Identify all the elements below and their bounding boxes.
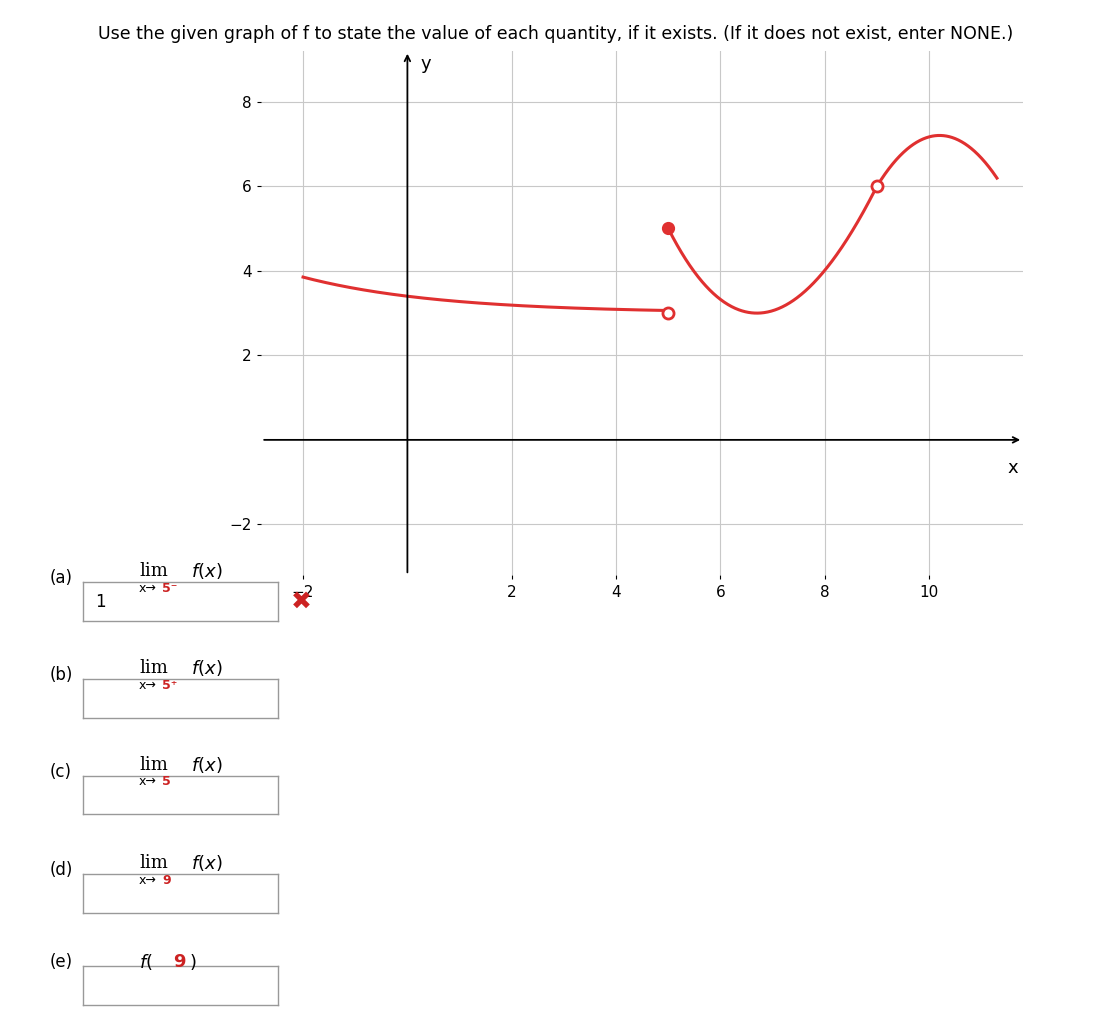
Text: $f(x)$: $f(x)$ — [191, 754, 222, 775]
Text: 5⁺: 5⁺ — [162, 679, 178, 691]
Text: y: y — [420, 55, 431, 73]
Text: lim: lim — [139, 854, 168, 872]
Text: x→: x→ — [139, 582, 157, 595]
Text: x: x — [1007, 459, 1017, 476]
Text: 5: 5 — [162, 776, 171, 788]
Text: $)$: $)$ — [189, 952, 197, 972]
Text: (d): (d) — [50, 861, 73, 880]
Text: 9: 9 — [162, 874, 171, 887]
Text: $f(x)$: $f(x)$ — [191, 561, 222, 581]
Text: 9: 9 — [173, 953, 186, 971]
Text: 1: 1 — [95, 592, 106, 611]
Text: x→: x→ — [139, 679, 157, 691]
Text: ✖: ✖ — [291, 589, 312, 614]
Text: (b): (b) — [50, 666, 73, 684]
Text: x→: x→ — [139, 874, 157, 887]
Text: $f(x)$: $f(x)$ — [191, 853, 222, 873]
Text: (c): (c) — [50, 762, 72, 781]
Text: lim: lim — [139, 755, 168, 774]
Text: lim: lim — [139, 659, 168, 677]
Text: Use the given graph of f to state the value of each quantity, if it exists. (If : Use the given graph of f to state the va… — [98, 25, 1014, 44]
Text: 5⁻: 5⁻ — [162, 582, 178, 595]
Text: x→: x→ — [139, 776, 157, 788]
Text: lim: lim — [139, 562, 168, 580]
Text: $f($: $f($ — [139, 952, 152, 972]
Text: $f(x)$: $f(x)$ — [191, 658, 222, 678]
Text: (e): (e) — [50, 953, 73, 971]
Text: (a): (a) — [50, 569, 73, 587]
